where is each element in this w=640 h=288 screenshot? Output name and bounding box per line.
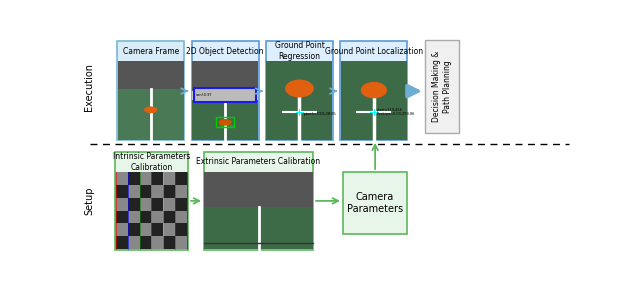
- Text: Setup: Setup: [84, 186, 94, 215]
- Bar: [140, 236, 152, 249]
- Ellipse shape: [362, 83, 387, 98]
- Text: 2D Object Detection: 2D Object Detection: [186, 47, 264, 56]
- Bar: [140, 185, 152, 198]
- Bar: [115, 172, 188, 249]
- Bar: [163, 211, 175, 223]
- Bar: [163, 236, 175, 249]
- Bar: [205, 206, 312, 249]
- Bar: [175, 236, 187, 249]
- Bar: [192, 91, 258, 100]
- Bar: [116, 198, 127, 211]
- Bar: [163, 223, 175, 236]
- Bar: [175, 172, 187, 185]
- Bar: [192, 61, 258, 140]
- Circle shape: [145, 107, 157, 112]
- Bar: [140, 198, 152, 211]
- Bar: [191, 41, 259, 140]
- Bar: [175, 211, 187, 223]
- Text: Intrinsic Parameters
Calibration: Intrinsic Parameters Calibration: [113, 152, 190, 172]
- Text: pixel=319,2835: pixel=319,2835: [303, 112, 336, 116]
- Bar: [343, 172, 408, 234]
- Bar: [341, 61, 407, 140]
- Circle shape: [219, 120, 231, 125]
- Bar: [194, 88, 256, 102]
- Text: Ground Point
Regression: Ground Point Regression: [275, 41, 324, 61]
- Bar: [192, 100, 258, 140]
- Bar: [152, 198, 163, 211]
- Bar: [140, 211, 152, 223]
- Bar: [341, 61, 407, 140]
- Bar: [116, 236, 127, 249]
- Ellipse shape: [286, 80, 313, 97]
- Bar: [116, 172, 187, 249]
- Text: Ground Point Localization: Ground Point Localization: [325, 47, 423, 56]
- Bar: [266, 61, 332, 140]
- Bar: [115, 152, 188, 250]
- Bar: [127, 211, 140, 223]
- Bar: [127, 223, 140, 236]
- Bar: [175, 223, 187, 236]
- Bar: [205, 172, 312, 249]
- Text: Camera
Parameters: Camera Parameters: [347, 192, 403, 214]
- Bar: [425, 40, 460, 133]
- Bar: [175, 198, 187, 211]
- Bar: [340, 41, 408, 140]
- Text: ball:0.97: ball:0.97: [220, 125, 236, 129]
- Bar: [118, 61, 184, 88]
- Bar: [204, 152, 313, 250]
- Bar: [266, 41, 333, 140]
- Bar: [175, 185, 187, 198]
- Bar: [117, 41, 184, 140]
- Bar: [192, 61, 258, 92]
- Text: Execution: Execution: [84, 63, 94, 111]
- Bar: [116, 172, 127, 185]
- Bar: [152, 223, 163, 236]
- Text: Extrinsic Parameters Calibration: Extrinsic Parameters Calibration: [196, 157, 321, 166]
- Text: Decision Making &
Path Planning: Decision Making & Path Planning: [433, 51, 452, 122]
- Bar: [152, 211, 163, 223]
- Bar: [127, 198, 140, 211]
- Bar: [140, 172, 152, 185]
- Bar: [116, 185, 127, 198]
- Bar: [163, 198, 175, 211]
- Bar: [118, 88, 184, 140]
- Bar: [127, 236, 140, 249]
- Bar: [116, 223, 127, 236]
- Bar: [152, 185, 163, 198]
- Bar: [116, 211, 127, 223]
- Bar: [163, 172, 175, 185]
- Bar: [127, 185, 140, 198]
- Bar: [118, 61, 184, 140]
- Text: pixel=319,456
Position=0.03,299.86: pixel=319,456 Position=0.03,299.86: [377, 108, 415, 116]
- Bar: [140, 223, 152, 236]
- Bar: [205, 172, 312, 206]
- Bar: [152, 172, 163, 185]
- Text: Camera Frame: Camera Frame: [122, 47, 179, 56]
- Bar: [152, 236, 163, 249]
- Text: conf:0.97: conf:0.97: [196, 92, 212, 96]
- Bar: [163, 185, 175, 198]
- Bar: [127, 172, 140, 185]
- Bar: [266, 61, 332, 140]
- Bar: [216, 118, 234, 127]
